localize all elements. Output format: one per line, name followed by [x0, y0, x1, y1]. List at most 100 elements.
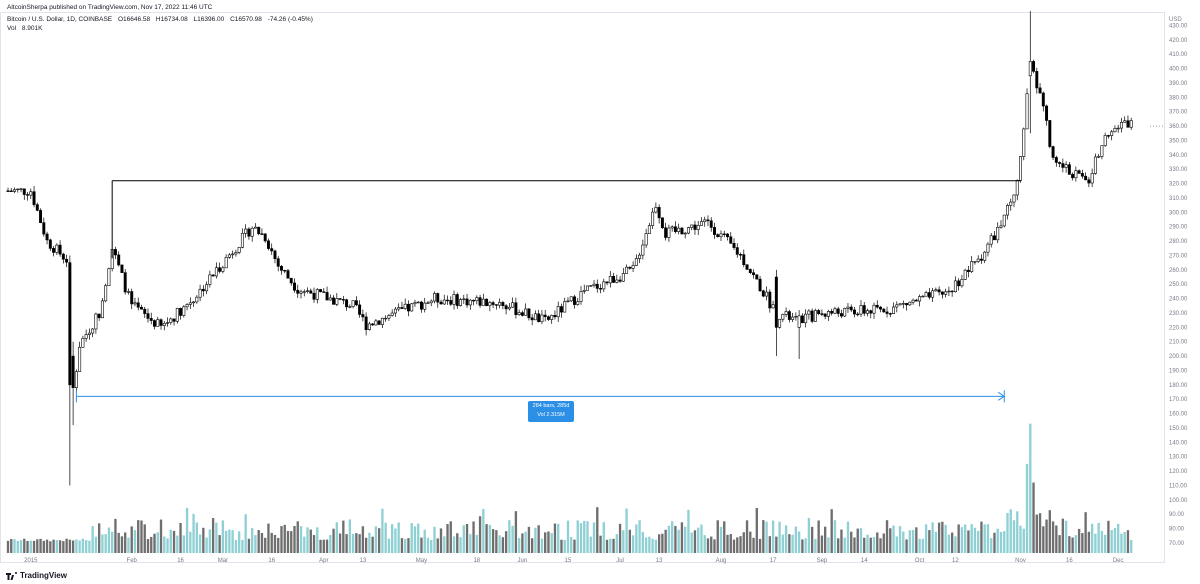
candle-body	[683, 232, 687, 235]
candle-body	[843, 308, 847, 317]
candle-body	[123, 272, 127, 293]
volume-bar	[517, 538, 521, 553]
candle-body	[309, 290, 313, 294]
volume-bar	[1117, 523, 1120, 553]
volume-bar	[876, 532, 879, 553]
volume-bar	[319, 539, 322, 553]
volume-bar	[228, 529, 231, 553]
volume-bar	[1038, 513, 1042, 553]
candle-body	[879, 306, 882, 310]
candle-body	[729, 236, 733, 244]
volume-bar	[71, 540, 75, 553]
price-axis[interactable]: USD 70.00 80.00 90.00 100.00 110.00 120.00 130.…	[1150, 17, 1188, 547]
volume-bar	[156, 532, 159, 553]
tradingview-footer[interactable]: TradingView	[6, 571, 67, 580]
candle-body	[794, 316, 798, 318]
candle-body	[140, 306, 143, 310]
candle-body	[201, 288, 205, 292]
volume-bar	[980, 521, 983, 553]
volume-bar	[351, 533, 355, 553]
candle-body	[872, 304, 876, 314]
time-tick-label: 13	[656, 558, 663, 564]
candle-body	[540, 314, 544, 322]
time-tick-label: Feb	[127, 558, 138, 564]
candle-body	[162, 323, 166, 326]
candle-body	[595, 283, 599, 289]
time-tick-label: 2015	[24, 558, 38, 564]
volume-bar	[19, 540, 23, 553]
volume-bar	[111, 531, 114, 553]
volume-bar	[833, 520, 837, 553]
candle-body	[159, 319, 163, 326]
volume-bar	[237, 531, 241, 553]
candle-body	[989, 235, 993, 245]
measure-bars-text: 284 bars, 285d	[532, 403, 570, 409]
candle-body	[582, 290, 586, 292]
candle-body	[976, 258, 980, 262]
candle-body	[511, 302, 515, 308]
volume-bar	[944, 524, 947, 553]
candle-body	[130, 291, 134, 305]
volume-bar	[1084, 512, 1087, 553]
volume-bar	[840, 529, 843, 553]
candle-body	[618, 279, 622, 282]
volume-bar	[524, 531, 527, 553]
candle-body	[778, 318, 782, 328]
volume-bar	[55, 540, 59, 553]
volume-bar	[586, 521, 589, 553]
volume-bar	[850, 531, 853, 553]
candle-body	[742, 254, 746, 265]
volume-bar	[120, 536, 124, 553]
candle-body	[22, 188, 26, 195]
volume-bar	[36, 539, 39, 553]
candle-body	[696, 225, 700, 230]
volume-bar	[902, 531, 905, 553]
volume-bar	[273, 534, 277, 553]
candle-body	[231, 253, 235, 256]
price-tick-label: 290.00	[1169, 225, 1188, 231]
volume-bar	[257, 530, 260, 553]
price-tick-label: 430.00	[1169, 23, 1188, 29]
tradingview-brand: TradingView	[20, 571, 67, 580]
price-tick-label: 310.00	[1169, 196, 1188, 202]
candle-body	[68, 262, 72, 386]
candle-body	[306, 290, 309, 292]
volume-bar	[856, 528, 859, 553]
volume-bar	[710, 536, 713, 553]
candle-body	[328, 297, 332, 301]
price-tick-label: 190.00	[1169, 368, 1188, 374]
volume-bar	[247, 538, 251, 553]
volume-bar	[91, 526, 94, 553]
volume-bar	[566, 520, 570, 553]
volume-bar	[13, 539, 16, 553]
volume-bar	[732, 539, 736, 553]
candle-body	[410, 303, 414, 312]
candle-body	[39, 210, 43, 223]
volume-bar	[592, 522, 596, 553]
candle-body	[1002, 214, 1006, 227]
volume-bar	[879, 538, 882, 553]
time-axis[interactable]: 2015 Feb 16 Mar 16 Apr 13 May 18 Jun 15 Jul 13 Aug 17 S…	[24, 558, 1123, 564]
volume-bar	[1123, 531, 1126, 553]
symbol-name[interactable]: Bitcoin / U.S. Dollar, 1D, COINBASE	[7, 16, 113, 23]
price-tick-label: 80.00	[1169, 527, 1185, 533]
candle-body	[302, 291, 306, 293]
candle-body	[364, 316, 368, 331]
volume-bar	[355, 533, 358, 553]
candle-body	[439, 301, 443, 305]
candle-body	[58, 244, 62, 255]
volume-bar	[990, 538, 993, 553]
candle-body	[931, 290, 935, 298]
volume-bar	[983, 524, 986, 553]
candle-body	[966, 269, 970, 272]
volume-bar	[544, 532, 547, 553]
volume-bar	[534, 527, 537, 553]
candle-body	[276, 258, 280, 267]
volume-bar	[1035, 514, 1038, 553]
candle-body	[781, 314, 785, 320]
volume-bar	[853, 537, 856, 553]
volume-label[interactable]: Vol	[7, 25, 17, 32]
volume-bar	[211, 518, 215, 553]
volume-bar	[329, 534, 332, 553]
